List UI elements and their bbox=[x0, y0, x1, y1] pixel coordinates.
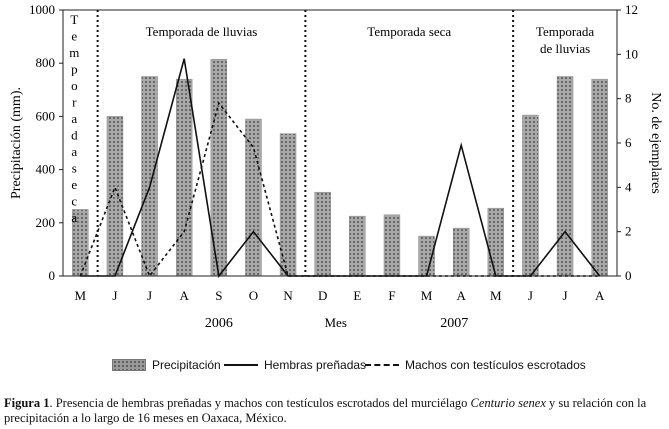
precip-bar bbox=[245, 118, 262, 277]
y-left-tick-label: 600 bbox=[36, 108, 56, 123]
caption-species: Centurio senex bbox=[470, 396, 546, 410]
males-line bbox=[79, 101, 600, 278]
x-tick-label: M bbox=[421, 288, 433, 303]
legend-swatch-females bbox=[224, 364, 258, 366]
precip-bar bbox=[349, 215, 366, 277]
x-tick-label: A bbox=[179, 288, 189, 303]
y-right-tick-label: 12 bbox=[625, 2, 638, 17]
x-tick-label: J bbox=[528, 288, 533, 303]
x-tick-label: D bbox=[318, 288, 327, 303]
females-line bbox=[80, 58, 601, 278]
x-tick-label: S bbox=[215, 288, 222, 303]
vertical-season-letter: d bbox=[71, 128, 78, 143]
vertical-season-letter: o bbox=[71, 78, 78, 93]
year-label: 2007 bbox=[440, 316, 468, 331]
x-tick-label: A bbox=[456, 288, 466, 303]
chart: 0 200 400 600 800 1000 0 2 4 6 8 10 12 M J J A S O N D E F M A M J… bbox=[9, 2, 663, 331]
y-right-tick-label: 2 bbox=[625, 224, 632, 239]
x-tick-label: M bbox=[490, 288, 502, 303]
vertical-season-letter: e bbox=[71, 177, 77, 192]
precip-bar bbox=[487, 207, 505, 277]
y-left-tick-label: 800 bbox=[36, 55, 56, 70]
precip-bar bbox=[452, 227, 470, 277]
vertical-season-letter: c bbox=[71, 194, 77, 209]
legend-swatch-precip bbox=[112, 359, 146, 371]
figure-caption: Figura 1. Presencia de hembras preñadas … bbox=[4, 396, 666, 426]
y-left-tick-label: 200 bbox=[36, 215, 56, 230]
x-tick-label: J bbox=[147, 288, 152, 303]
precip-bar bbox=[175, 78, 193, 277]
vertical-season-letter: s bbox=[72, 161, 77, 176]
x-tick-label: A bbox=[595, 288, 605, 303]
y-right-tick-label: 0 bbox=[625, 268, 632, 283]
caption-text-before: . Presencia de hembras preñadas y machos… bbox=[49, 396, 471, 410]
vertical-season-letter: a bbox=[71, 144, 77, 159]
legend: Precipitación Hembras preñadas Machos co… bbox=[0, 358, 669, 378]
caption-text-after: y su relación con la precipitación a lo … bbox=[4, 396, 647, 425]
legend-swatch-males bbox=[365, 364, 399, 366]
vertical-season-letter: e bbox=[71, 29, 77, 44]
x-tick-label: O bbox=[249, 288, 258, 303]
x-axis-title: Mes bbox=[324, 315, 346, 330]
season-label: Temporada seca bbox=[367, 24, 451, 39]
y-right-tick-label: 8 bbox=[625, 91, 632, 106]
x-tick-label: J bbox=[112, 288, 117, 303]
y-left-tick-label: 1000 bbox=[29, 2, 55, 17]
precip-bar bbox=[314, 191, 331, 277]
x-tick-label: N bbox=[283, 288, 293, 303]
vertical-season-letter: m bbox=[69, 45, 79, 60]
vertical-season-letter: a bbox=[71, 111, 77, 126]
x-tick-label: E bbox=[353, 288, 361, 303]
y-right-tick-label: 4 bbox=[625, 179, 632, 194]
y-right-tick-label: 6 bbox=[625, 135, 632, 150]
legend-label-females: Hembras preñadas bbox=[264, 358, 367, 372]
y-right-tick-label: 10 bbox=[625, 46, 638, 61]
legend-label-males: Machos con testículos escrotados bbox=[405, 358, 586, 372]
season-label: de lluvias bbox=[540, 41, 590, 56]
y-left-tick-label: 0 bbox=[49, 268, 56, 283]
vertical-season-letter: r bbox=[72, 95, 77, 110]
y-left-tick-label: 400 bbox=[36, 162, 56, 177]
y-right-axis-title: No. de ejemplares bbox=[648, 92, 663, 193]
legend-label-precip: Precipitación bbox=[152, 358, 221, 372]
vertical-season-letter: T bbox=[70, 12, 78, 27]
precip-bar bbox=[383, 214, 401, 277]
legend-item-males: Machos con testículos escrotados bbox=[365, 358, 586, 372]
precip-bar bbox=[591, 78, 608, 277]
season-label: Temporada de lluvias bbox=[146, 24, 258, 39]
precip-bar bbox=[522, 114, 539, 277]
y-left-axis-title: Precipitación (mm). bbox=[9, 87, 24, 199]
precip-bar bbox=[141, 76, 158, 277]
x-tick-label: M bbox=[75, 288, 87, 303]
legend-item-precip: Precipitación bbox=[112, 358, 221, 372]
precip-bar bbox=[556, 76, 574, 277]
caption-label: Figura 1 bbox=[4, 396, 50, 410]
x-tick-label: J bbox=[563, 288, 568, 303]
precip-bar bbox=[106, 116, 124, 277]
x-tick-label: F bbox=[388, 288, 395, 303]
vertical-season-letter: p bbox=[71, 62, 78, 77]
season-label: Temporada bbox=[536, 24, 595, 39]
year-label: 2006 bbox=[205, 316, 233, 331]
legend-item-females: Hembras preñadas bbox=[224, 358, 366, 372]
vertical-season-letter: a bbox=[71, 210, 77, 225]
